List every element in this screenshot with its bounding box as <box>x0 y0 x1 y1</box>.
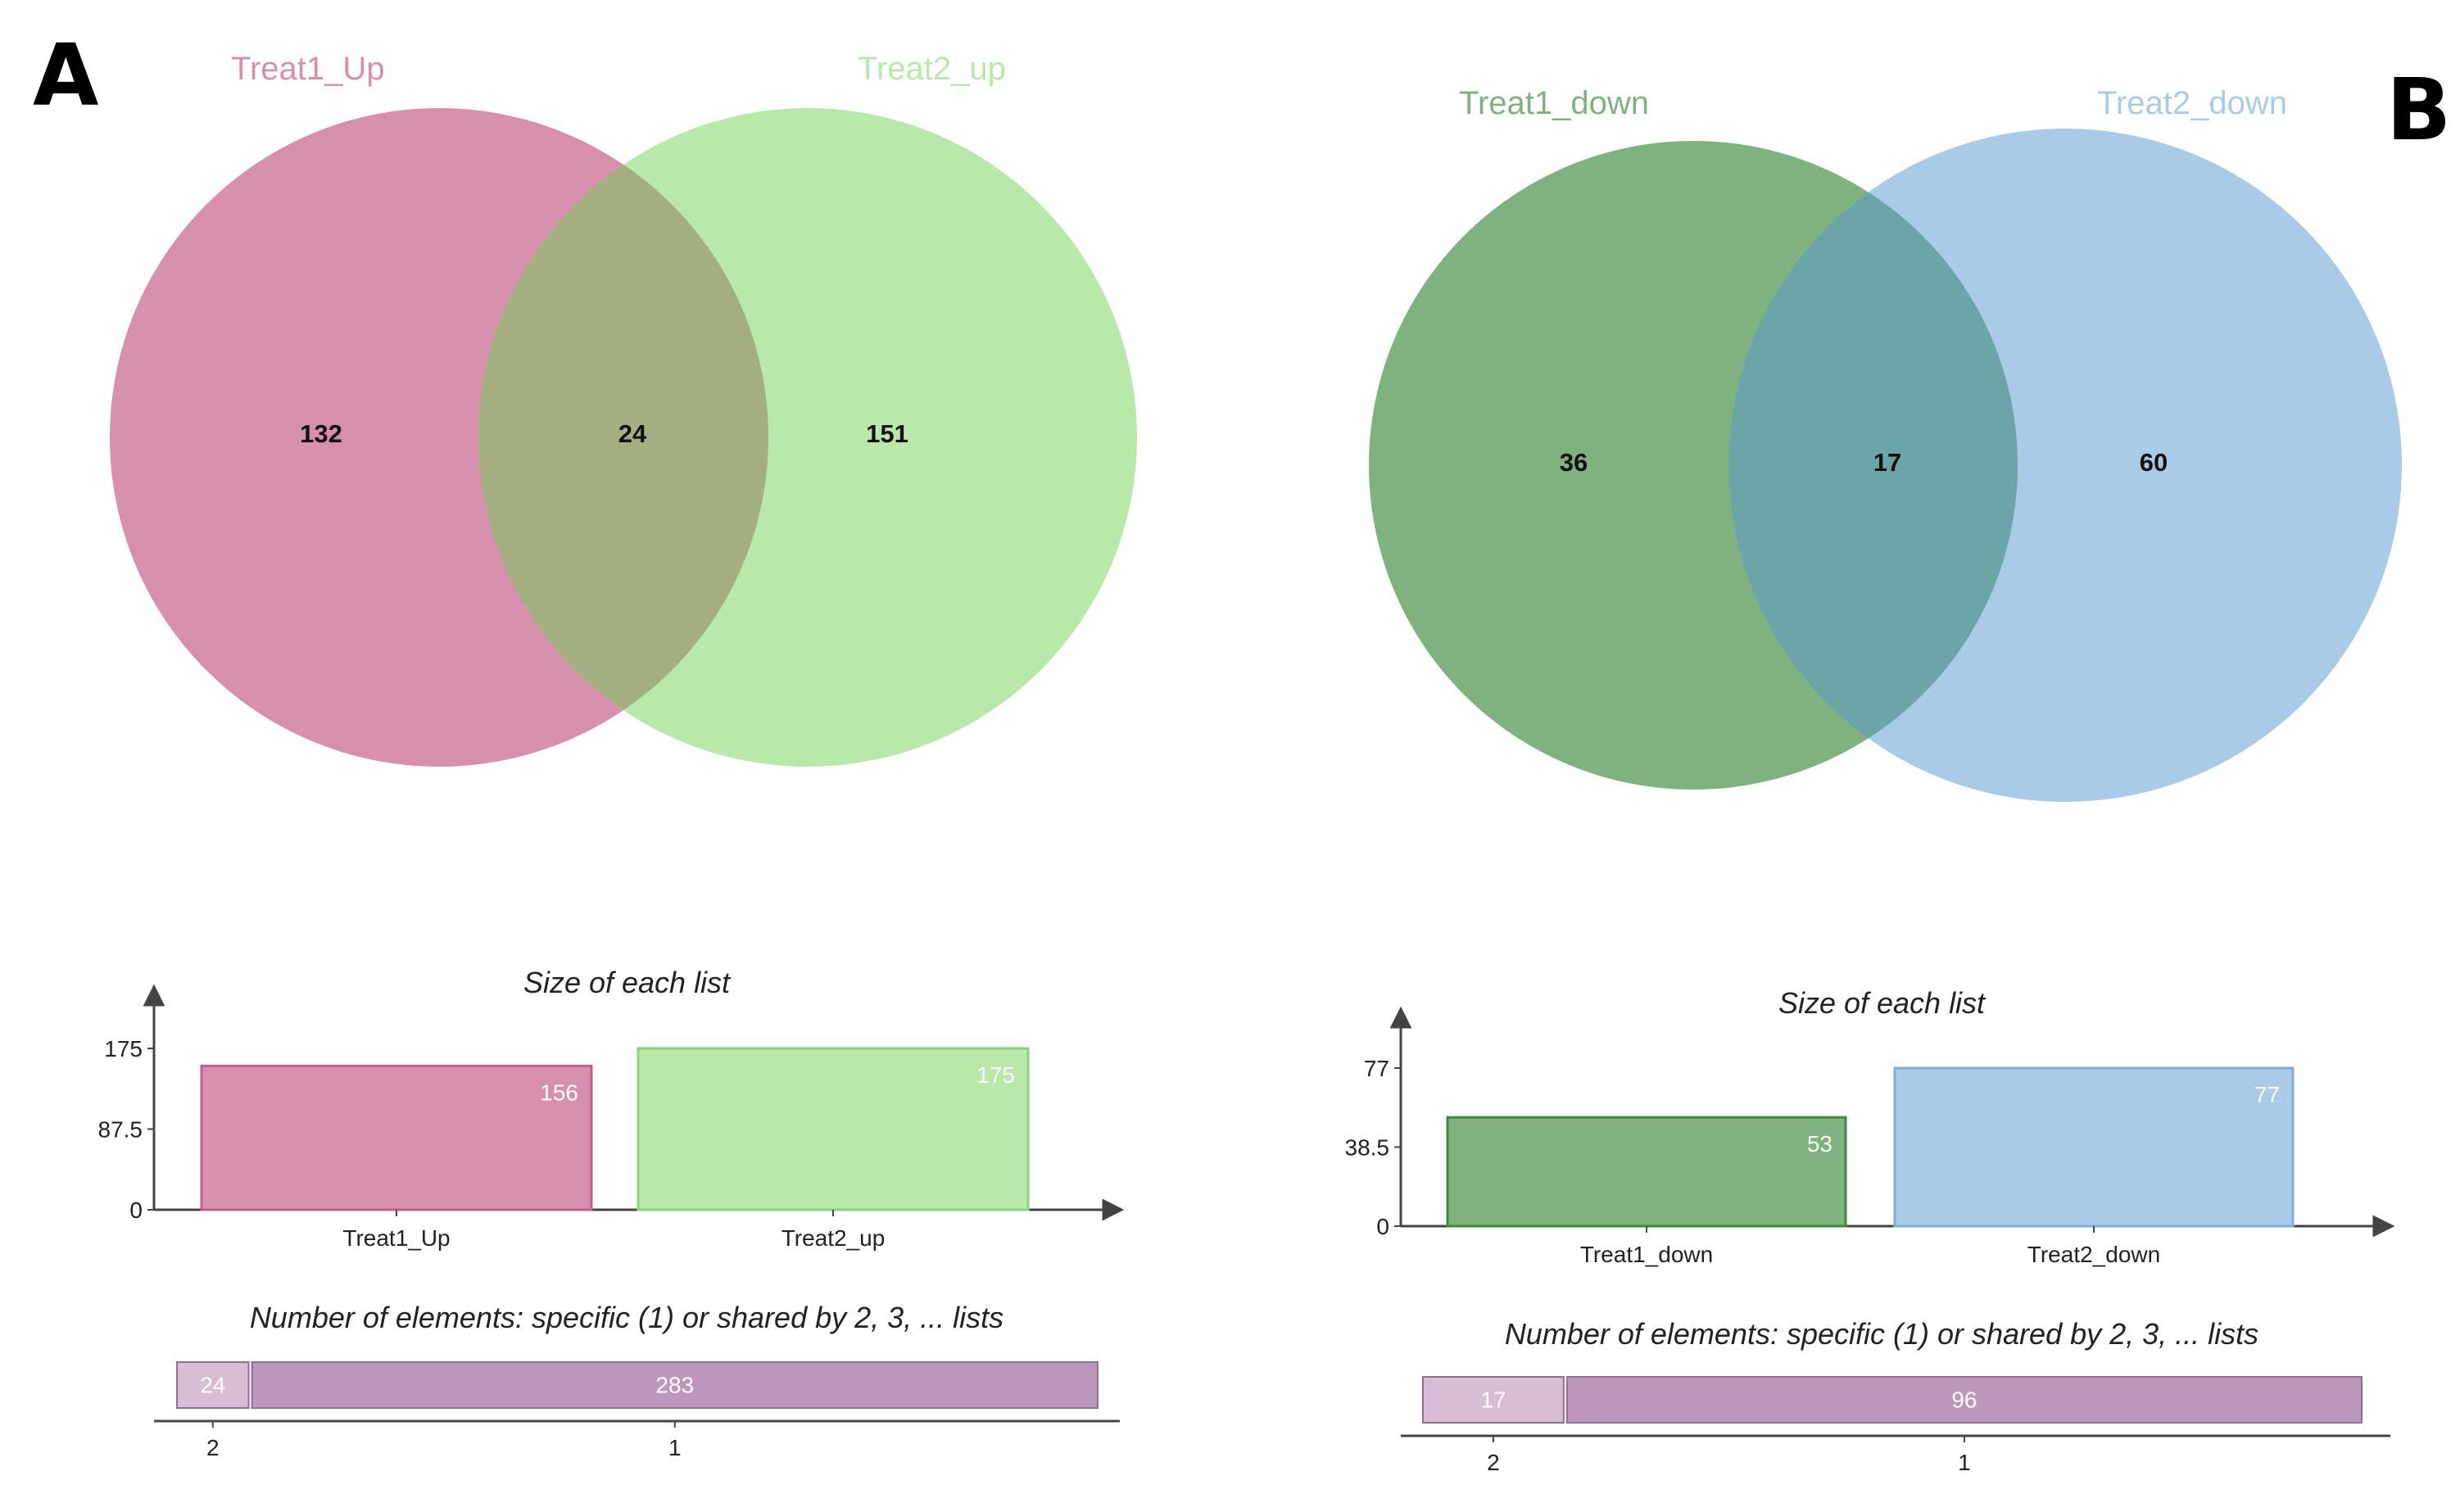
size-chart-a-title: Size of each list <box>523 966 732 999</box>
panel-letter-b: B <box>2386 60 2451 160</box>
size-chart-a-bar-1-label: Treat1_Up <box>342 1225 450 1251</box>
size-chart-a-bar-2 <box>637 1047 1030 1211</box>
size-chart-b-y-tick-label: 0 <box>1376 1214 1389 1239</box>
size-chart-b-bar-2-label: Treat2_down <box>2027 1242 2160 1267</box>
shared-chart-b-segment-2-value: 17 <box>1480 1387 1506 1412</box>
shared-chart-b-tick-label-1: 1 <box>1958 1450 1971 1475</box>
size-chart-b-bar-1-value: 53 <box>1807 1131 1833 1157</box>
size-chart-a-y-tick-label: 0 <box>129 1197 143 1223</box>
size-chart-a-bar-1 <box>200 1064 593 1211</box>
shared-chart-b-segment-1 <box>1565 1376 2363 1424</box>
shared-chart-a-tick-label-2: 2 <box>206 1435 220 1460</box>
venn-b-only-set1-count: 36 <box>1560 448 1588 477</box>
shared-chart-b: Number of elements: specific (1) or shar… <box>1401 1317 2390 1475</box>
size-chart-b-title: Size of each list <box>1778 986 1987 1020</box>
size-chart-a: Size of each list 0 87.5 175 156 Treat1_Up 1… <box>98 966 1125 1251</box>
size-chart-b-bar-1 <box>1446 1116 1847 1228</box>
venn-a-intersection-count: 24 <box>618 419 647 448</box>
panel-a: A Treat1_Up Treat2_up 132 24 151 Size of… <box>33 25 1137 1460</box>
size-chart-b-y-tick-label: 38.5 <box>1345 1135 1390 1161</box>
size-chart-a-bar-2-value: 175 <box>976 1062 1015 1088</box>
size-chart-a-bar-1-value: 156 <box>540 1080 578 1105</box>
venn-b-set1-label: Treat1_down <box>1459 85 1649 121</box>
size-chart-a-y-tick-label: 87.5 <box>98 1117 143 1143</box>
shared-chart-a-segment-1-value: 283 <box>655 1372 694 1397</box>
size-chart-a-bar-2-label: Treat2_up <box>781 1225 886 1251</box>
panel-letter-a: A <box>33 25 99 125</box>
venn-a-only-set1-count: 132 <box>300 419 342 448</box>
venn-a-overlap <box>478 108 768 767</box>
shared-chart-b-tick-label-2: 2 <box>1487 1450 1500 1475</box>
shared-chart-a-title: Number of elements: specific (1) or shar… <box>250 1301 1003 1334</box>
venn-b-only-set2-count: 60 <box>2140 448 2168 477</box>
venn-a-set2-label: Treat2_up <box>858 51 1006 87</box>
size-chart-b-bar-1-label: Treat1_down <box>1580 1242 1713 1267</box>
venn-a-only-set2-count: 151 <box>866 419 908 448</box>
shared-chart-b-segment-2 <box>1422 1376 1565 1424</box>
shared-chart-a: Number of elements: specific (1) or shar… <box>154 1301 1120 1460</box>
shared-chart-a-segment-2-value: 24 <box>200 1372 225 1397</box>
size-chart-b-bar-2-value: 77 <box>2254 1082 2280 1107</box>
size-chart-b-y-tick-label: 77 <box>1364 1056 1389 1081</box>
venn-a-set1-label: Treat1_Up <box>231 51 385 87</box>
shared-chart-a-segment-2 <box>176 1361 250 1409</box>
size-chart-b: Size of each list 0 38.5 77 53 Treat1_down 7… <box>1345 986 2395 1267</box>
panel-b: B Treat1_down Treat2_down 36 17 60 Size … <box>1345 60 2452 1475</box>
size-chart-a-y-tick-label: 175 <box>104 1036 143 1062</box>
size-chart-b-bar-2 <box>1893 1066 2295 1228</box>
shared-chart-b-title: Number of elements: specific (1) or shar… <box>1505 1317 2258 1351</box>
venn-a: Treat1_Up Treat2_up 132 24 151 <box>110 51 1137 767</box>
venn-b: Treat1_down Treat2_down 36 17 60 <box>1369 85 2402 802</box>
venn-b-intersection-count: 17 <box>1873 448 1901 477</box>
shared-chart-a-segment-1 <box>251 1361 1099 1409</box>
shared-chart-b-segment-1-value: 96 <box>1951 1387 1977 1412</box>
venn-b-overlap <box>1728 141 2018 790</box>
shared-chart-a-tick-label-1: 1 <box>668 1435 682 1460</box>
venn-b-set2-label: Treat2_down <box>2097 85 2287 121</box>
